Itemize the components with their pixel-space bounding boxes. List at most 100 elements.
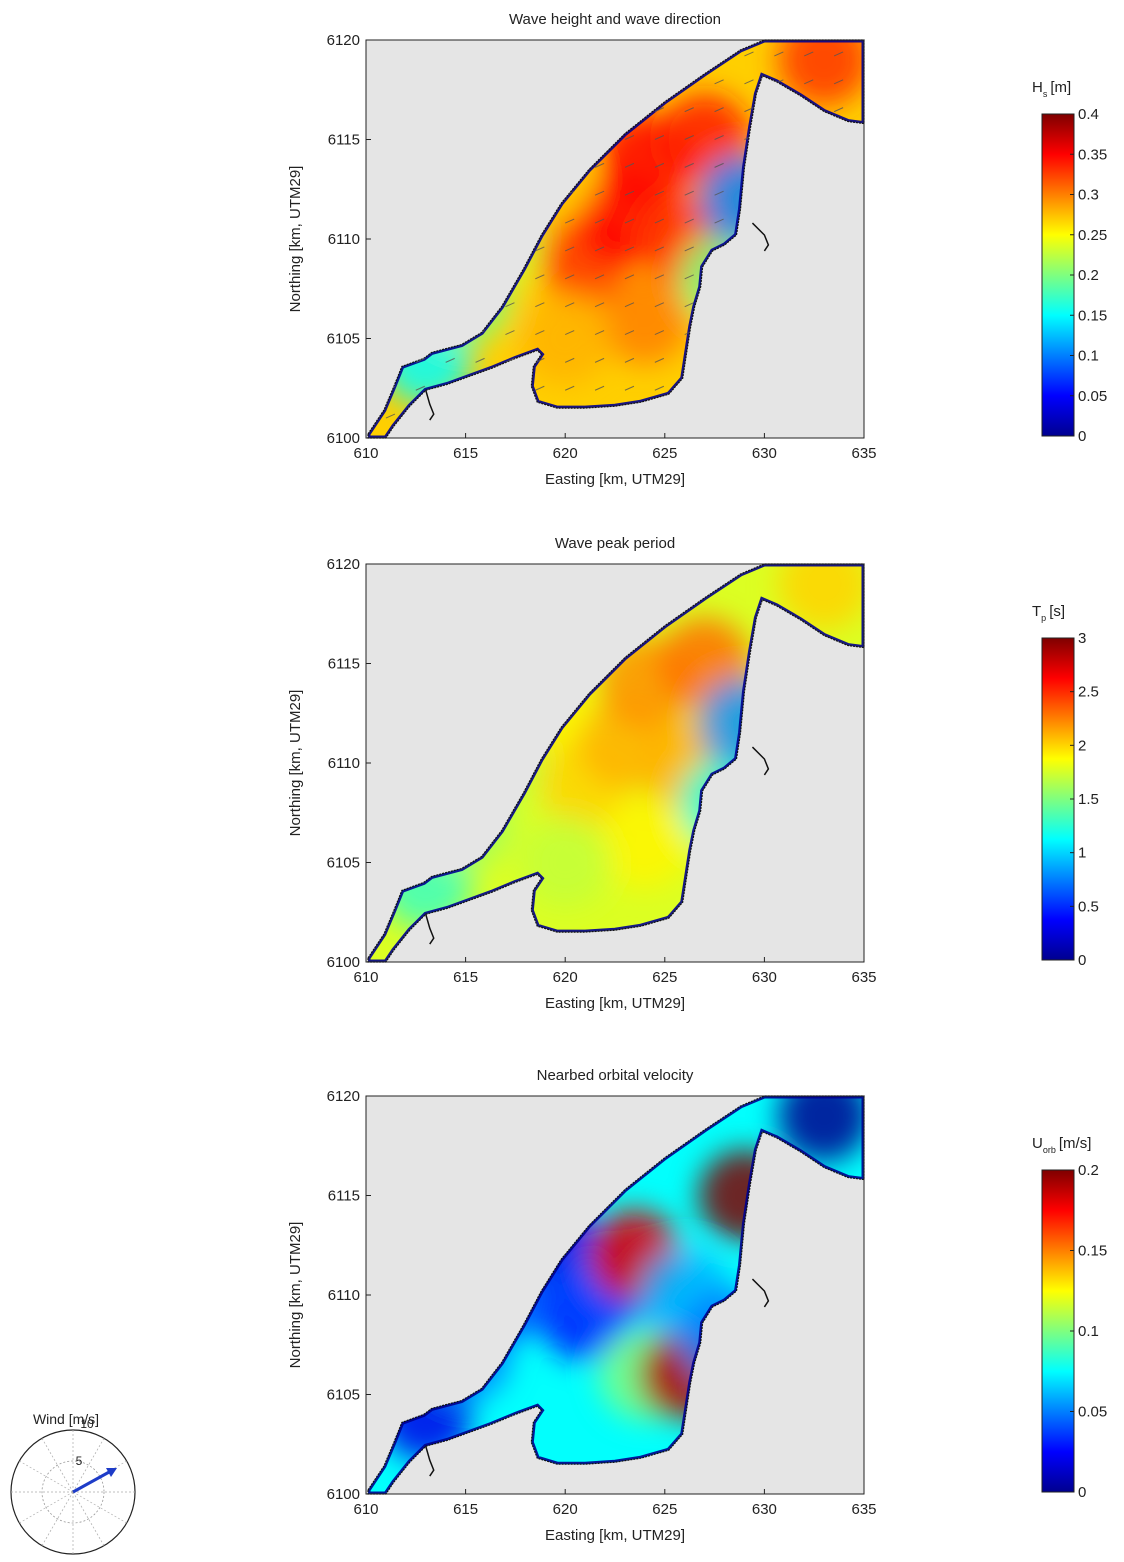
y-tick-label: 6120	[327, 32, 360, 49]
y-tick-label: 6115	[328, 656, 360, 673]
direction-arrow	[654, 218, 665, 224]
direction-arrow	[654, 357, 665, 363]
colorbar-label: Hs [m]	[1032, 79, 1071, 99]
data-cell	[778, 40, 864, 106]
inlet-channel	[751, 1278, 770, 1308]
x-tick-label: 610	[353, 445, 378, 462]
direction-arrow	[804, 79, 814, 85]
direction-arrow	[654, 162, 665, 168]
colorbar-label: Tp [s]	[1032, 603, 1065, 623]
creek-channel	[425, 914, 435, 945]
colorbar-tick-label: 0.15	[1078, 1243, 1107, 1260]
colorbar-label: Uorb [m/s]	[1032, 1135, 1091, 1155]
direction-arrow	[684, 218, 694, 224]
direction-arrow	[684, 162, 694, 168]
x-tick-label: 620	[553, 969, 578, 986]
direction-arrow	[654, 190, 665, 196]
direction-arrow	[594, 246, 605, 252]
colorbar-tick-label: 1.5	[1078, 791, 1099, 808]
wind-title: Wind [m/s]	[33, 1411, 99, 1427]
y-tick-label: 6105	[327, 855, 360, 872]
panel-2: 610 615 620 625 630 635 6100 6105 6110 6115 6120 Wa…	[287, 535, 1099, 1012]
direction-arrow	[624, 385, 635, 391]
direction-arrow	[564, 357, 575, 363]
creek-channel	[425, 390, 435, 421]
colorbar-tick-label: 0.05	[1078, 1404, 1107, 1421]
direction-arrow	[564, 218, 575, 224]
wind-ring-label: 5	[76, 1454, 83, 1468]
colorbar-tick-label: 0	[1078, 1484, 1086, 1501]
colorbar-tick-label: 0.5	[1078, 898, 1099, 915]
y-axis-label: Northing [km, UTM29]	[287, 690, 304, 837]
y-tick-label: 6110	[328, 755, 360, 772]
creek-channel	[425, 1446, 435, 1477]
direction-arrow	[714, 107, 724, 113]
direction-arrow	[654, 330, 665, 335]
direction-arrow	[744, 51, 754, 57]
y-tick-label: 6105	[327, 331, 360, 348]
direction-arrow	[804, 51, 814, 57]
direction-arrow	[654, 107, 665, 113]
direction-arrow	[535, 274, 545, 280]
colorbar-tick-label: 0.2	[1078, 267, 1099, 284]
colorbar-tick-label: 0.15	[1078, 307, 1107, 324]
direction-arrow	[535, 385, 545, 391]
colorbar-tick-label: 2.5	[1078, 684, 1099, 701]
direction-arrow	[564, 274, 575, 280]
colorbar-gradient	[1041, 113, 1075, 437]
direction-arrow	[594, 302, 605, 308]
direction-arrow	[833, 107, 844, 113]
x-tick-label: 635	[851, 969, 876, 986]
panel-title: Nearbed orbital velocity	[537, 1067, 694, 1084]
direction-arrow	[564, 246, 575, 252]
direction-arrow	[535, 330, 545, 335]
x-axis-label: Easting [km, UTM29]	[545, 995, 685, 1012]
x-tick-label: 610	[353, 1501, 378, 1518]
x-tick-label: 620	[553, 445, 578, 462]
direction-arrow	[714, 190, 724, 196]
wind-ring-label: 10	[80, 1417, 94, 1431]
direction-arrow	[564, 385, 575, 391]
direction-arrow	[624, 246, 635, 252]
colorbar-tick-label: 0.1	[1078, 1323, 1099, 1340]
colorbar-tick-label: 0.25	[1078, 227, 1107, 244]
direction-arrow	[833, 51, 844, 57]
direction-arrow	[415, 385, 426, 391]
x-tick-label: 630	[752, 1501, 777, 1518]
data-cell	[519, 816, 612, 909]
direction-arrow	[624, 330, 635, 335]
y-tick-label: 6115	[328, 132, 360, 149]
direction-arrow	[505, 330, 515, 335]
x-tick-label: 620	[553, 1501, 578, 1518]
direction-arrow	[624, 357, 635, 363]
direction-arrow	[744, 107, 754, 113]
direction-arrow	[624, 135, 635, 140]
wind-inner-ring	[41, 1460, 105, 1524]
direction-arrow	[475, 357, 485, 363]
colorbar-gradient	[1041, 1169, 1075, 1493]
direction-arrow	[684, 135, 694, 140]
inlet-channel	[751, 746, 770, 776]
direction-arrow	[564, 302, 575, 308]
panel-1: 610 615 620 625 630 635 6100 6105 6110 6115 6120 Wa…	[287, 11, 1107, 488]
y-tick-label: 6110	[328, 231, 360, 248]
direction-arrow	[594, 162, 605, 168]
direction-arrow	[594, 385, 605, 391]
direction-arrow	[594, 330, 605, 335]
colorbar: 0 0.05 0.1 0.15 0.2 Uorb [m/s]	[1032, 1135, 1107, 1501]
x-tick-label: 615	[453, 1501, 478, 1518]
y-tick-label: 6120	[327, 556, 360, 573]
direction-arrow	[624, 302, 635, 308]
direction-arrow	[415, 357, 426, 363]
y-axis-label: Northing [km, UTM29]	[287, 166, 304, 313]
direction-arrow	[535, 246, 545, 252]
y-tick-label: 6120	[327, 1088, 360, 1105]
direction-arrow	[594, 274, 605, 280]
direction-arrow	[624, 218, 635, 224]
direction-arrow	[654, 274, 665, 280]
colorbar-tick-label: 2	[1078, 737, 1086, 754]
colorbar-gradient	[1041, 637, 1075, 961]
direction-arrow	[714, 79, 724, 85]
direction-arrow	[684, 274, 694, 280]
